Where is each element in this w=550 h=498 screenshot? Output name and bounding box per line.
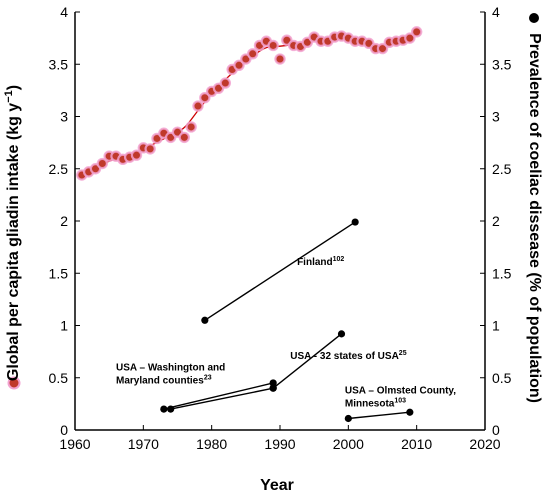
annotation-text: Minnesota — [345, 398, 395, 409]
y-right-tick-label: 2 — [492, 213, 500, 229]
x-tick-label: 2020 — [469, 436, 500, 452]
prevalence-point — [351, 218, 359, 226]
y-right-tick-label: 2.5 — [492, 161, 512, 177]
gliadin-point — [192, 100, 204, 112]
y-axis-left-title-close: ) — [5, 85, 22, 90]
y-right-tick-label: 4 — [492, 4, 500, 20]
annotation-usa-olmsted: Minnesota103 — [345, 397, 406, 409]
gliadin-point — [246, 48, 259, 60]
annotation-citation: 102 — [333, 256, 345, 263]
prevalence-point — [344, 414, 352, 423]
x-tick-label: 2000 — [333, 436, 364, 452]
annotation-citation: 23 — [204, 374, 212, 381]
y-axis-left-title-main: Global per capita gliadin intake (kg y — [5, 103, 22, 381]
annotation-text: Maryland counties — [116, 375, 204, 386]
prevalence-line — [204, 221, 356, 321]
annotation-usa-32: USA - 32 states of USA25 — [290, 350, 406, 362]
prevalence-line — [272, 333, 342, 389]
gliadin-point — [233, 59, 245, 71]
prevalence-layer — [160, 218, 414, 423]
annotation-text: USA – Washington and — [116, 362, 225, 373]
annotation-usa-olmsted: USA – Olmsted County, — [345, 385, 456, 396]
gliadin-point — [376, 42, 389, 55]
prevalence-point — [269, 384, 277, 392]
prevalence-point — [269, 379, 277, 387]
y-axis-left-title: Global per capita gliadin intake (kg y−1… — [3, 85, 22, 381]
annotation-text: USA - 32 states of USA — [290, 351, 399, 362]
right-axis-legend-marker — [529, 13, 539, 23]
gliadin-point — [178, 131, 191, 144]
y-right-tick-label: 3 — [492, 109, 500, 125]
annotation-usa-wm: USA – Washington and — [116, 362, 225, 373]
x-tick-label: 1970 — [128, 436, 159, 452]
annotation-text: Finland — [297, 257, 333, 268]
prevalence-point — [337, 330, 346, 338]
y-right-tick-label: 1.5 — [492, 265, 512, 281]
y-left-tick-label: 0.5 — [49, 370, 69, 386]
gliadin-point — [144, 143, 156, 155]
y-left-tick-label: 4 — [60, 4, 68, 20]
prevalence-line — [163, 382, 274, 410]
gliadin-point — [185, 121, 197, 133]
gliadin-points-layer — [76, 26, 423, 181]
gliadin-point — [219, 77, 232, 89]
right-axis-title-group: Prevalence of coeliac dissease (% of pop… — [526, 13, 543, 403]
annotation-text: USA – Olmsted County, — [345, 385, 456, 396]
annotation-citation: 103 — [394, 397, 406, 404]
x-tick-label: 1980 — [196, 436, 227, 452]
y-left-tick-label: 2 — [60, 213, 68, 229]
y-right-tick-label: 0 — [492, 422, 500, 438]
prevalence-point — [406, 408, 414, 416]
y-right-tick-label: 0.5 — [492, 370, 512, 386]
y-axis-right-title: Prevalence of coeliac dissease (% of pop… — [526, 33, 543, 403]
prevalence-point — [160, 405, 168, 413]
y-left-tick-label: 1.5 — [49, 265, 69, 281]
x-tick-label: 1960 — [59, 436, 90, 452]
left-axis-title-group: Global per capita gliadin intake (kg y−1… — [3, 85, 22, 390]
gliadin-point — [267, 39, 279, 52]
y-right-tick-label: 3.5 — [492, 56, 512, 72]
gliadin-point — [130, 149, 143, 161]
y-left-tick-label: 0 — [60, 422, 68, 438]
y-axis-left-title-sup: −1 — [3, 90, 15, 103]
annotations: Finland102 USA - 32 states of USA25 USA – … — [116, 256, 456, 410]
gliadin-point — [410, 26, 423, 38]
y-left-tick-label: 2.5 — [49, 161, 69, 177]
prevalence-point — [167, 405, 175, 413]
x-axis-title: Year — [260, 477, 294, 494]
annotation-usa-wm: Maryland counties23 — [116, 374, 212, 386]
left-axis-legend-marker — [7, 376, 21, 390]
y-left-tick-label: 1 — [60, 318, 68, 334]
prevalence-line — [348, 411, 410, 420]
gliadin-point — [199, 91, 211, 104]
annotation-citation: 25 — [399, 350, 407, 357]
y-left-tick-label: 3 — [60, 109, 68, 125]
gliadin-point — [96, 157, 109, 170]
annotation-finland: Finland102 — [297, 256, 344, 268]
prevalence-line — [170, 387, 274, 410]
x-tick-label: 1990 — [264, 436, 295, 452]
x-tick-label: 2010 — [401, 436, 432, 452]
gliadin-point — [274, 53, 286, 65]
gliadin-point — [404, 32, 416, 44]
y-left-tick-label: 3.5 — [49, 56, 69, 72]
y-right-tick-label: 1 — [492, 318, 500, 334]
prevalence-point — [201, 316, 209, 324]
